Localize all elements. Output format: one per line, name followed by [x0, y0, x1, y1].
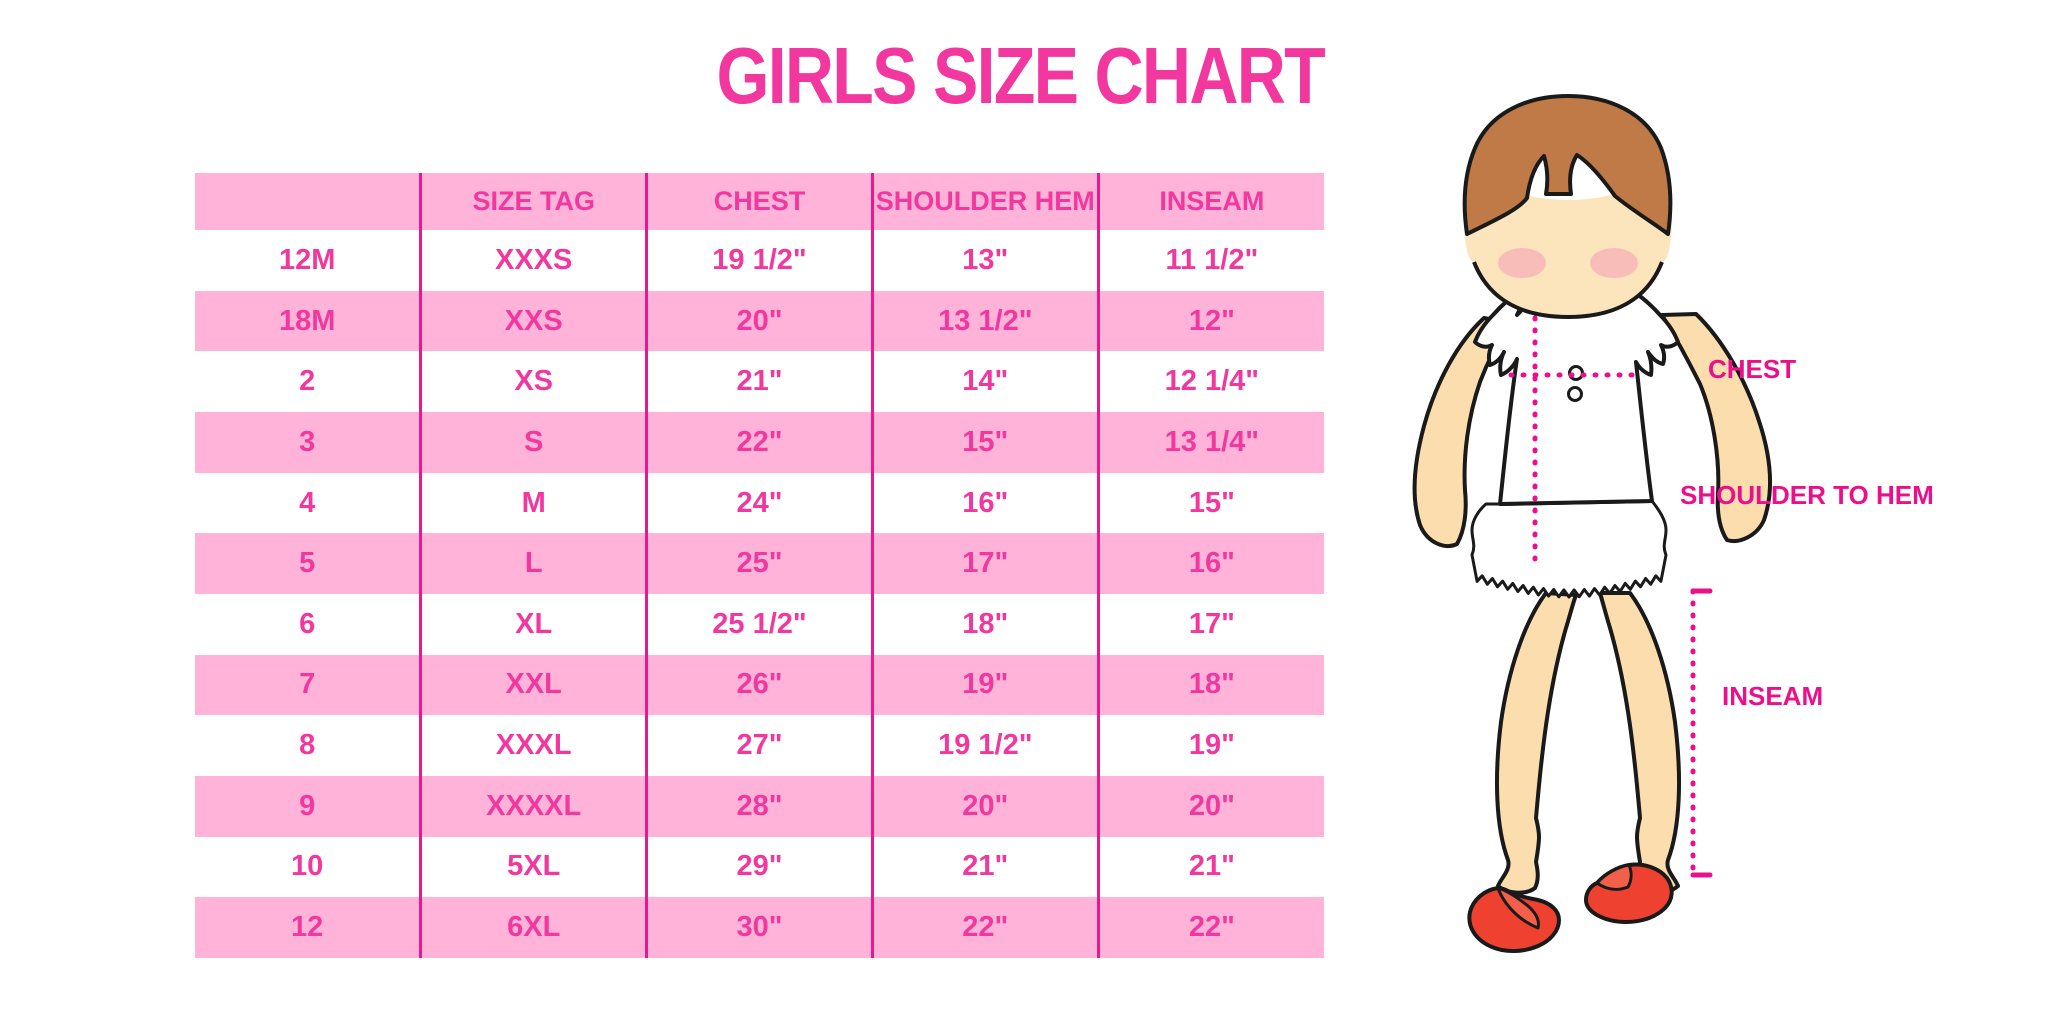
svg-text:CHEST: CHEST — [1708, 354, 1796, 384]
svg-text:INSEAM: INSEAM — [1722, 681, 1823, 711]
svg-text:SHOULDER TO HEM: SHOULDER TO HEM — [1680, 480, 1934, 510]
